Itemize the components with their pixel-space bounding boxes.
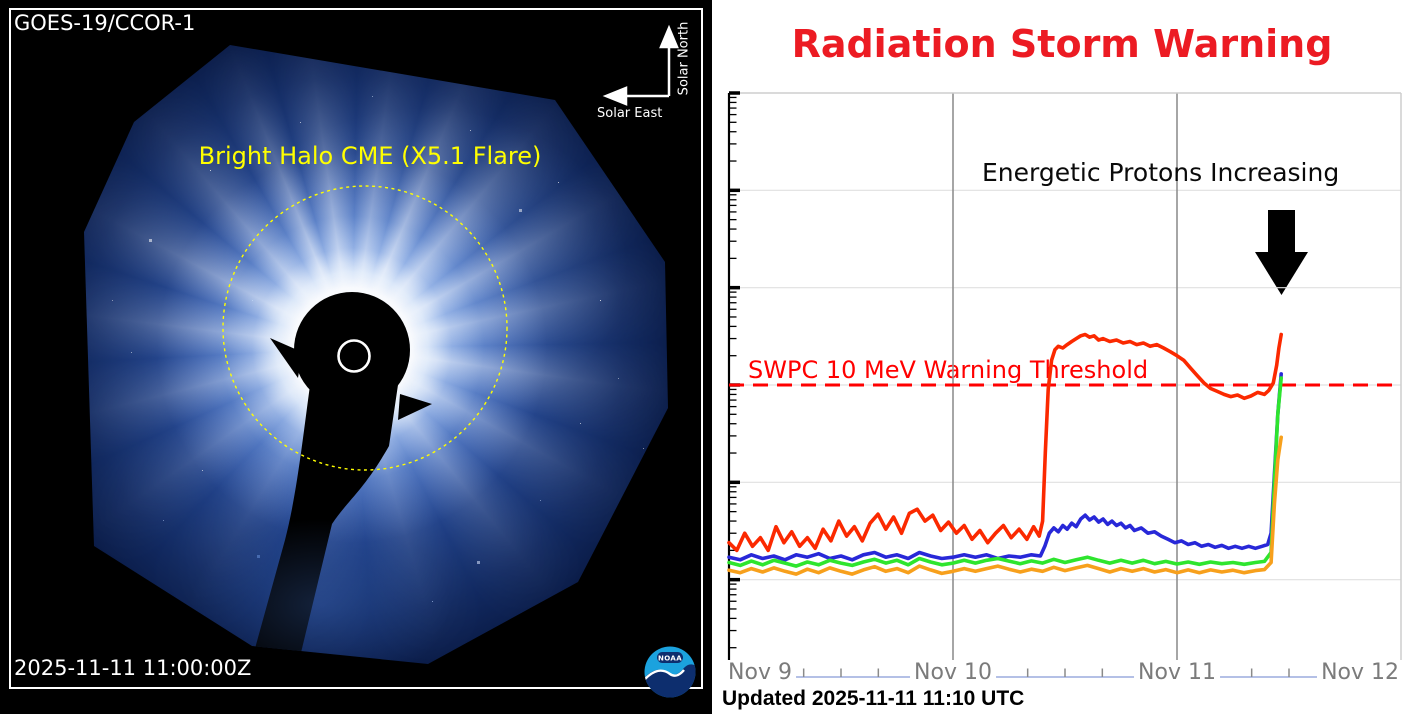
scattered-light-haze xyxy=(84,45,668,664)
proton-flux-chart-panel: SWPC 10 MeV Warning Threshold Radiation … xyxy=(712,0,1412,714)
updated-timestamp: Updated 2025-11-11 11:10 UTC xyxy=(722,687,1025,710)
solar-north-label: Solar North xyxy=(676,21,692,96)
chart-title: Radiation Storm Warning xyxy=(791,22,1333,66)
occulter-horn-left xyxy=(270,338,302,378)
x-tick-label-nov9: Nov 9 xyxy=(724,660,796,685)
noaa-logo: NOAA xyxy=(644,646,696,698)
instrument-title: GOES-19/CCOR-1 xyxy=(14,11,196,35)
noaa-logo-text: NOAA xyxy=(658,655,682,663)
cme-annotation-label: Bright Halo CME (X5.1 Flare) xyxy=(198,142,542,170)
occulter-pylon xyxy=(246,378,399,664)
occulter-horn-right xyxy=(398,394,432,420)
occulter-disk xyxy=(294,292,410,408)
occulter-graphics xyxy=(0,0,712,714)
noaa-logo-seagull-icon xyxy=(644,669,685,680)
x-tick-label-nov12: Nov 12 xyxy=(1317,660,1403,685)
compass xyxy=(602,24,679,106)
series-blue xyxy=(727,372,1284,562)
proton-flux-chart xyxy=(727,91,1402,679)
compass-east-arrow-icon xyxy=(602,86,628,106)
x-tick-label-nov11: Nov 11 xyxy=(1134,660,1220,685)
x-tick-label-nov10: Nov 10 xyxy=(910,660,996,685)
series-red xyxy=(727,332,1284,553)
protons-increasing-annotation: Energetic Protons Increasing xyxy=(982,158,1340,187)
image-timestamp: 2025-11-11 11:00:00Z xyxy=(14,656,252,680)
down-arrow-annotation xyxy=(1255,210,1308,295)
threshold-label: SWPC 10 MeV Warning Threshold xyxy=(748,356,1149,384)
solar-east-label: Solar East xyxy=(597,106,663,121)
series-orange xyxy=(727,435,1284,576)
coronagraph-panel: GOES-19/CCOR-1 2025-11-11 11:00:00Z Brig… xyxy=(0,0,712,714)
sun-position-circle xyxy=(337,339,371,373)
annotation-overlay xyxy=(222,24,679,471)
cme-extent-circle xyxy=(222,185,508,471)
series-green xyxy=(727,376,1284,568)
coronagraph-fov-octagon xyxy=(0,0,712,714)
compass-north-arrow-icon xyxy=(659,24,679,49)
